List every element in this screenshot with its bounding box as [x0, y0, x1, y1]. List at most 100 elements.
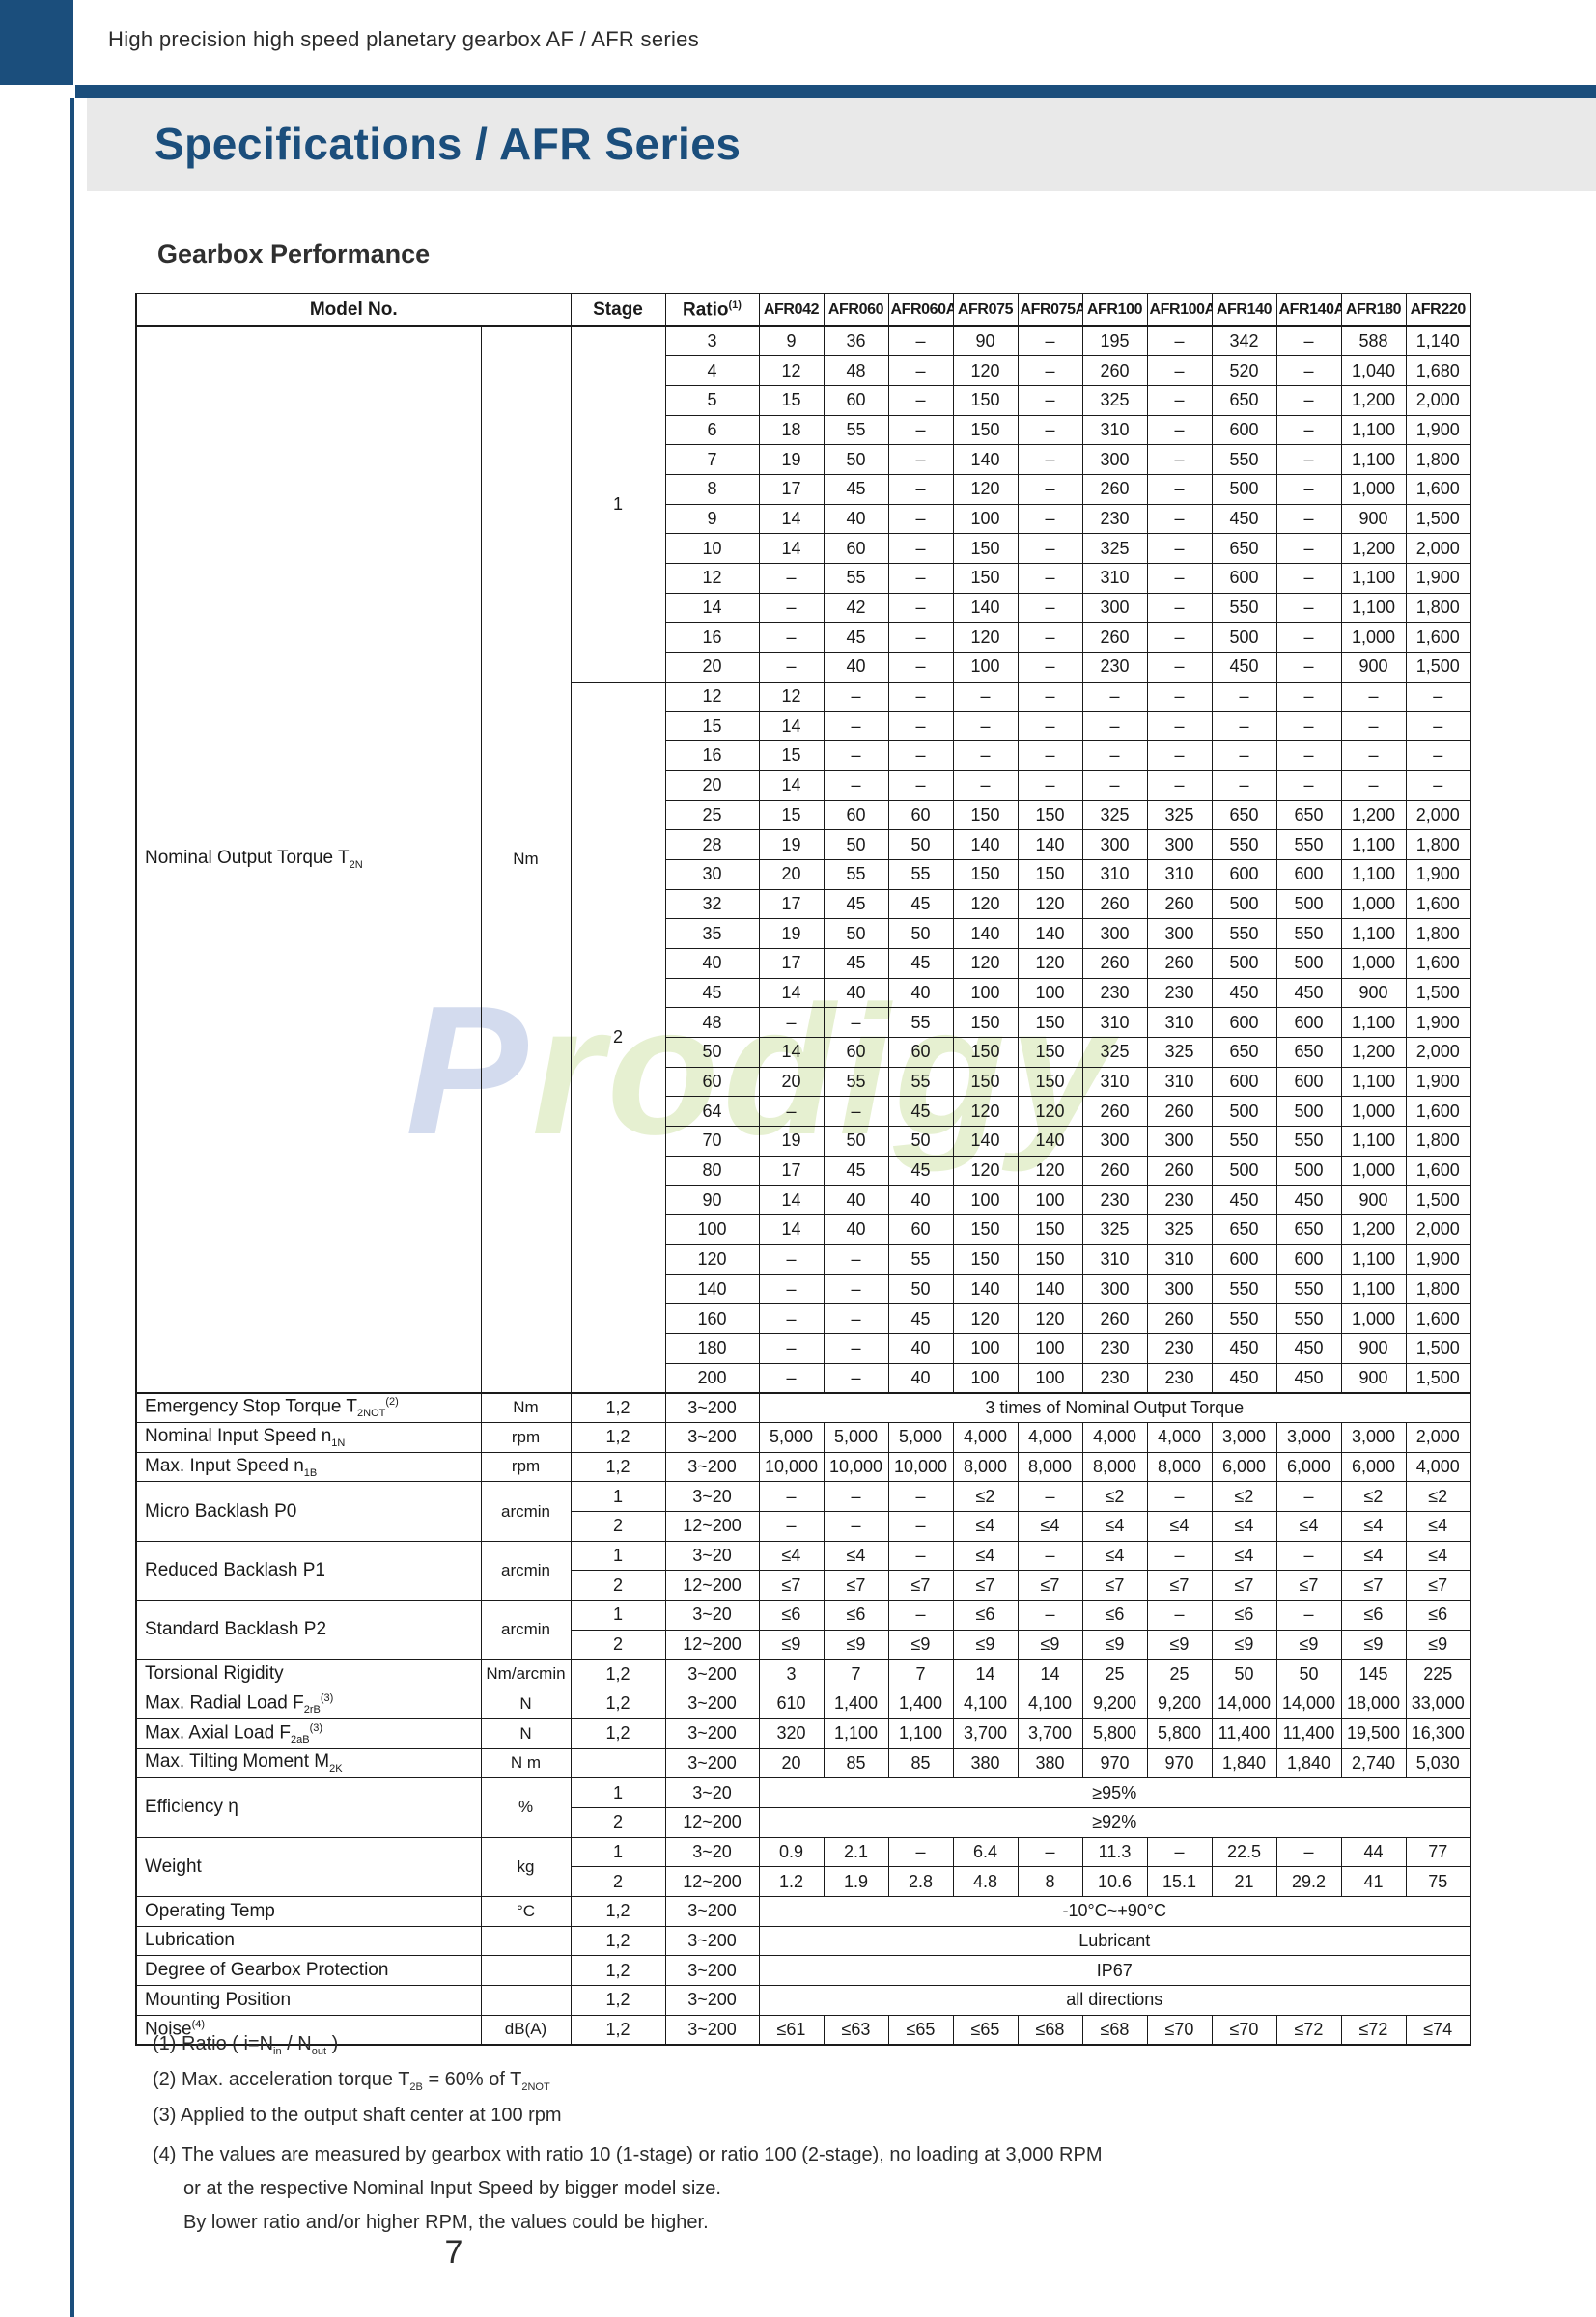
- value-cell: 1,100: [887, 1717, 954, 1749]
- value-cell: –: [823, 1362, 889, 1394]
- value-cell: 11.3: [1081, 1836, 1148, 1868]
- ratio-cell: 3: [664, 325, 760, 357]
- value-cell: 600: [1275, 1243, 1342, 1275]
- ratio-cell: 70: [664, 1126, 760, 1157]
- value-cell: 150: [1017, 799, 1083, 831]
- value-cell: ≤9: [1340, 1629, 1407, 1661]
- value-cell: 48: [823, 355, 889, 386]
- row-label-text: Torsional Rigidity: [145, 1663, 284, 1685]
- value-cell: –: [1275, 592, 1342, 624]
- row-label-subscript: 2K: [329, 1763, 343, 1775]
- value-cell: ≤9: [1211, 1629, 1277, 1661]
- torque-row: 7 19 50–140–300–550–1,100 1,800: [136, 444, 1471, 475]
- section-title: Gearbox Performance: [157, 239, 431, 268]
- value-cell: 1,800: [1405, 444, 1471, 475]
- value-cell: 230: [1081, 1362, 1148, 1394]
- row-label-text: Max. Axial Load F: [145, 1721, 292, 1743]
- col-header-afr100: AFR100: [1081, 293, 1148, 327]
- value-cell: 10,000: [823, 1451, 889, 1483]
- ratio-cell: 6: [664, 414, 760, 446]
- value-cell: 45: [887, 1096, 954, 1128]
- ratio-cell: 3~200: [664, 1955, 760, 1986]
- footnote-segment: (1) Ratio ( i=N: [153, 2033, 274, 2054]
- property-row: 2 12~200 1.2 1.9 2.8 4.8 8 10.6 15.1 21 29.2 41 75: [136, 1866, 1471, 1897]
- footnotes: (1) Ratio ( i=Nin / Nout ) (2) Max. accel…: [153, 2033, 1103, 2246]
- row-label: Max. Axial Load F2aB(3): [135, 1717, 482, 1749]
- stage-cell: 2: [570, 1570, 666, 1602]
- property-row: Emergency Stop Torque T2NOT(2) Nm 1,2 3~200…: [135, 1391, 1471, 1423]
- value-cell: 14: [758, 1214, 825, 1245]
- ratio-cell: 45: [664, 977, 760, 1009]
- value-cell: –: [1275, 681, 1342, 712]
- value-cell: –: [952, 740, 1019, 771]
- value-cell: –: [1017, 503, 1083, 535]
- torque-row: 28 19 50 50 140 140 300 300 550 550 1,100 1,800: [136, 829, 1471, 860]
- value-cell: 16,300: [1405, 1717, 1471, 1749]
- value-cell: 45: [823, 888, 889, 920]
- ratio-cell: 28: [664, 829, 760, 860]
- value-cell: 150: [952, 533, 1019, 564]
- value-cell: 85: [887, 1747, 954, 1779]
- value-cell: 45: [887, 1155, 954, 1186]
- value-cell: –: [823, 1511, 889, 1542]
- value-cell: 50: [1211, 1659, 1277, 1690]
- value-cell: ≤7: [887, 1570, 954, 1602]
- value-cell: ≤68: [1081, 2014, 1148, 2046]
- value-cell: 325: [1081, 533, 1148, 564]
- value-cell: 45: [887, 1303, 954, 1334]
- torque-row: 50 14 60 60 150 150 325 325 650 650 1,200 2,000: [136, 1037, 1471, 1068]
- value-cell: 5,000: [823, 1421, 889, 1453]
- value-cell: 325: [1146, 1037, 1213, 1068]
- ratio-cell: 48: [664, 1007, 760, 1038]
- value-cell: 7: [823, 1659, 889, 1690]
- value-cell: 260: [1081, 355, 1148, 386]
- value-cell: 325: [1081, 1037, 1148, 1068]
- value-cell: –: [1017, 711, 1083, 742]
- value-cell: 15: [758, 384, 825, 416]
- value-cell: –: [887, 711, 954, 742]
- value-cell: 120: [1017, 1155, 1083, 1186]
- value-cell: 150: [1017, 1066, 1083, 1098]
- value-cell: –: [758, 592, 825, 624]
- value-cell: 310: [1081, 858, 1148, 890]
- value-cell: 42: [823, 592, 889, 624]
- value-cell: ≤9: [1146, 1629, 1213, 1661]
- footnote-segment: (3) Applied to the output shaft center a…: [153, 2105, 562, 2126]
- value-cell: 1,100: [1340, 858, 1407, 890]
- unit-cell: °C: [480, 1895, 572, 1927]
- torque-row: 60 20 55 55 150 150 310 310 600 600 1,100 1,900: [136, 1066, 1471, 1098]
- value-cell: 310: [1146, 858, 1213, 890]
- value-cell: 500: [1211, 947, 1277, 979]
- value-cell: 260: [1081, 947, 1148, 979]
- value-cell: 25: [1146, 1659, 1213, 1690]
- value-cell: –: [1017, 473, 1083, 505]
- torque-row: 140– –50 140 140 300 300 550 550 1,100 1,800: [136, 1273, 1471, 1305]
- footnote-line: (2) Max. acceleration torque T2B = 60% o…: [153, 2069, 1103, 2093]
- value-cell: 50: [823, 918, 889, 949]
- value-cell: 8: [1017, 1866, 1083, 1897]
- value-cell: –: [887, 384, 954, 416]
- value-cell: 1,800: [1405, 592, 1471, 624]
- value-cell: 500: [1275, 947, 1342, 979]
- value-cell: 20: [758, 1066, 825, 1098]
- ratio-cell: 9: [664, 503, 760, 535]
- row-label-subscript: 2NOT: [357, 1408, 386, 1420]
- value-cell: –: [1017, 1540, 1083, 1572]
- value-cell: 4,100: [1017, 1689, 1083, 1719]
- torque-row: 180– –40 100 100 230 230 450 450 900 1,500: [136, 1332, 1471, 1364]
- unit-cell: Nm: [480, 1391, 572, 1423]
- value-cell: 120: [952, 622, 1019, 654]
- ratio-cell: 40: [664, 947, 760, 979]
- unit-cell: N: [480, 1717, 572, 1749]
- value-cell: –: [823, 681, 889, 712]
- value-cell: 55: [887, 1007, 954, 1038]
- value-cell: ≤6: [1211, 1600, 1277, 1631]
- value-cell: 40: [823, 1214, 889, 1245]
- value-cell: –: [1275, 503, 1342, 535]
- value-cell: 150: [1017, 1037, 1083, 1068]
- ratio-header: Ratio(1): [664, 293, 760, 327]
- stage-cell: 2: [570, 1806, 666, 1838]
- value-cell: ≤7: [758, 1570, 825, 1602]
- value-cell: –: [823, 1273, 889, 1305]
- value-cell: –: [887, 769, 954, 801]
